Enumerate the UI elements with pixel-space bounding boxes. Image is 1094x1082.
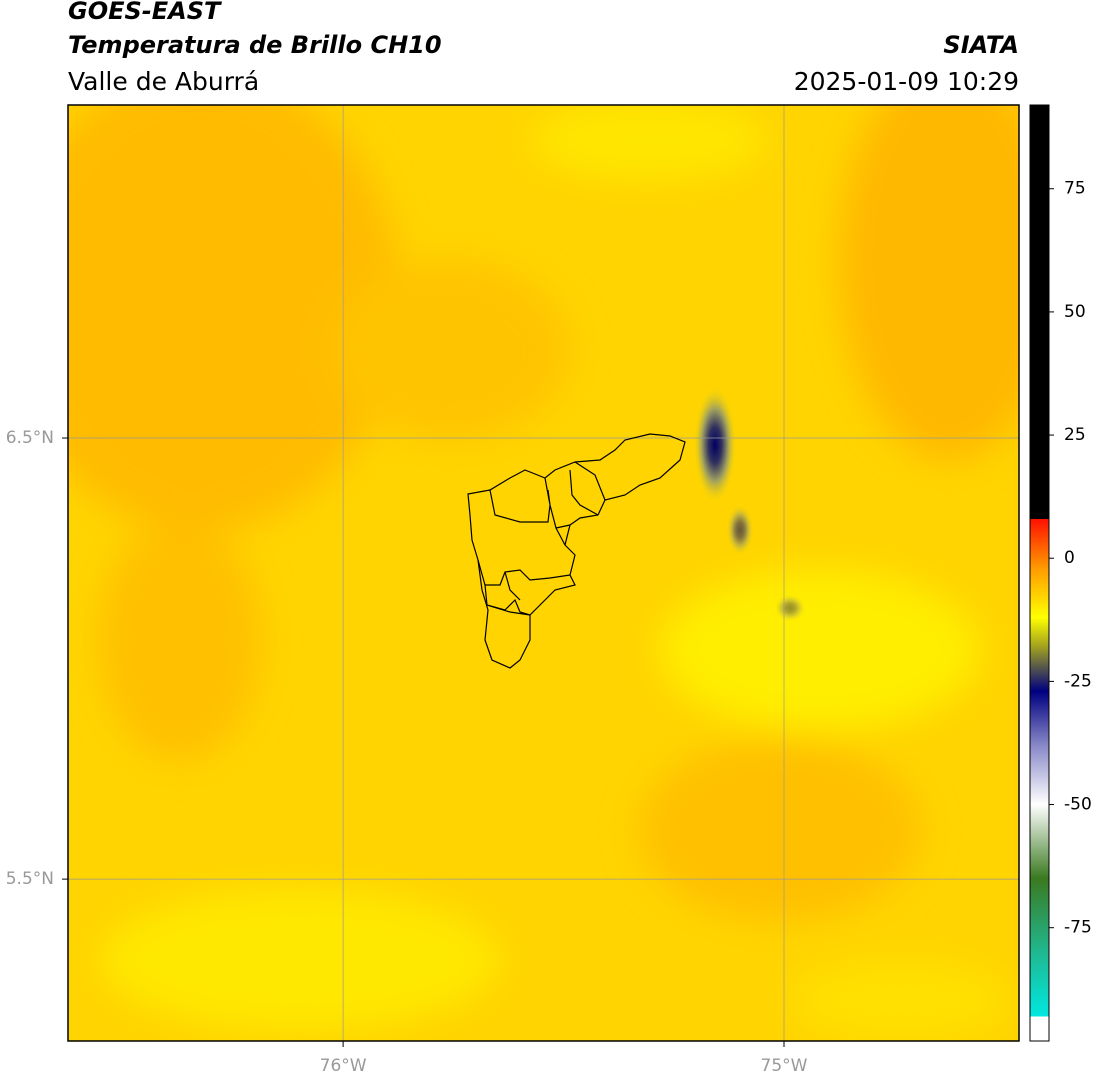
y-tick-label: 6.5°N — [6, 428, 54, 448]
colorbar-tick-label: 50 — [1064, 302, 1086, 322]
cold-cloud — [774, 594, 806, 622]
x-tick-label: 75°W — [761, 1056, 808, 1076]
y-tick-label: 5.5°N — [6, 869, 54, 889]
grid — [68, 105, 1019, 1041]
subtitle: Temperatura de Brillo CH10 — [68, 31, 442, 59]
cold-cloud — [726, 504, 754, 556]
title: GOES-EAST — [68, 0, 222, 25]
datetime: 2025-01-09 10:29 — [794, 67, 1019, 96]
agency: SIATA — [943, 31, 1019, 59]
colorbar — [1029, 104, 1050, 1042]
x-tick-label: 76°W — [320, 1056, 367, 1076]
map — [68, 105, 1019, 1041]
field — [68, 105, 1019, 1040]
colorbar-tick-label: 75 — [1064, 179, 1086, 199]
colorbar-tick-label: -50 — [1064, 795, 1092, 815]
region: Valle de Aburrá — [68, 67, 259, 96]
map-frame — [67, 104, 1020, 1042]
municipal-boundaries — [467, 433, 686, 669]
cold-cloud — [693, 385, 737, 505]
colorbar-tick-label: -75 — [1064, 918, 1092, 938]
colorbar-tick-label: -25 — [1064, 671, 1092, 691]
colorbar-tick-label: 25 — [1064, 425, 1086, 445]
colorbar-tick-label: 0 — [1064, 548, 1075, 568]
